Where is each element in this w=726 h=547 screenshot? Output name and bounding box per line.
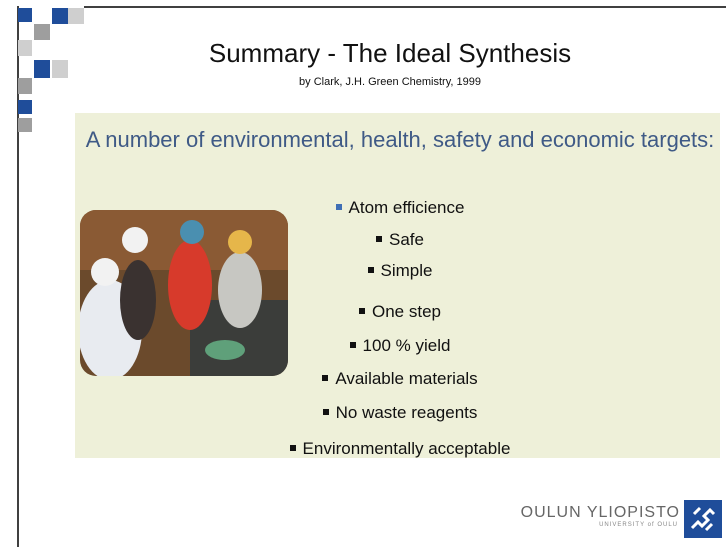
bullet-marker [336, 204, 342, 210]
bullet-item: 100 % yield [200, 336, 600, 356]
bullet-marker [323, 409, 329, 415]
bullet-text: Safe [389, 230, 424, 249]
bullet-marker [376, 236, 382, 242]
bullet-marker [290, 445, 296, 451]
bullet-item: Available materials [200, 369, 600, 389]
bullet-text: Available materials [335, 369, 477, 388]
bullet-text: 100 % yield [363, 336, 451, 355]
bullet-text: Simple [381, 261, 433, 280]
bullet-item: One step [200, 302, 600, 322]
bullet-text: Atom efficience [349, 198, 465, 217]
logo-subname: UNIVERSITY of OULU [520, 522, 678, 528]
title: Summary - The Ideal Synthesis [100, 38, 680, 69]
heading: A number of environmental, health, safet… [80, 124, 720, 155]
slide: Summary - The Ideal Synthesis by Clark, … [0, 0, 726, 547]
bullet-item: Atom efficience [200, 198, 600, 218]
bullet-item: Safe [200, 230, 600, 250]
logo-name: OULUN YLIOPISTO [520, 504, 680, 522]
bullet-marker [359, 308, 365, 314]
bullet-text: One step [372, 302, 441, 321]
bullet-item: No waste reagents [200, 403, 600, 423]
bullet-text: Environmentally acceptable [303, 439, 511, 458]
bullet-marker [368, 267, 374, 273]
bullet-marker [350, 342, 356, 348]
bullet-text: No waste reagents [336, 403, 478, 422]
bullet-item: Simple [200, 261, 600, 281]
subtitle: by Clark, J.H. Green Chemistry, 1999 [100, 76, 680, 88]
bullet-marker [322, 375, 328, 381]
logo-icon [684, 500, 722, 538]
bullet-item: Environmentally acceptable [200, 439, 600, 459]
